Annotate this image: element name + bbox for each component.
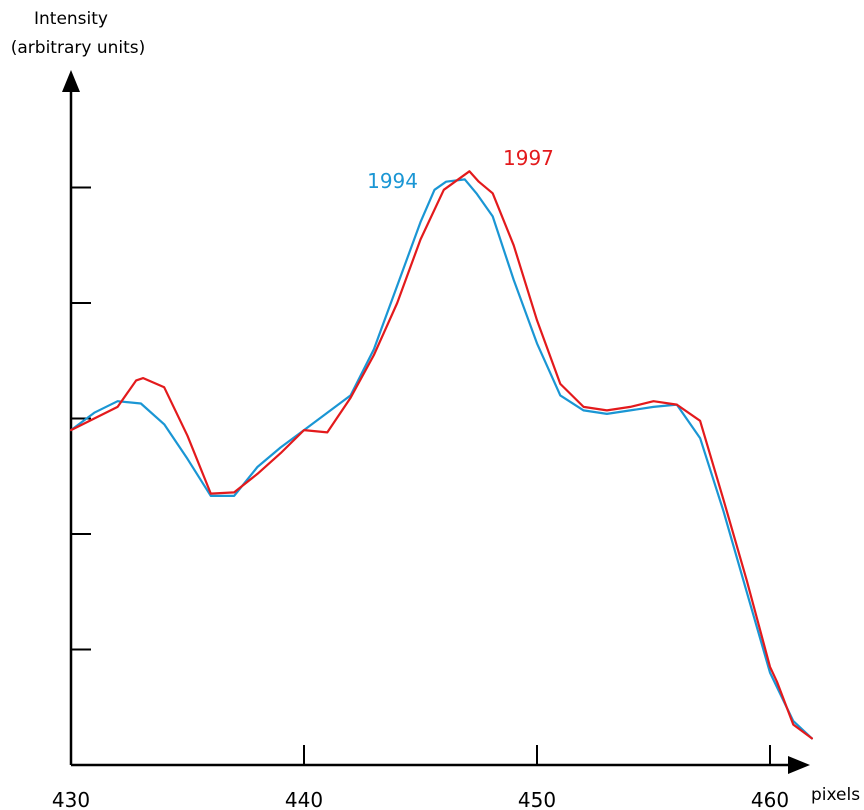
- series-label-1994: 1994: [367, 169, 418, 193]
- x-tick-label-440: 440: [285, 788, 323, 810]
- y-axis-label-line1: Intensity: [34, 9, 108, 29]
- x-axis-arrow: [788, 756, 810, 774]
- y-axis-arrow: [62, 70, 80, 92]
- x-tick-label-430: 430: [52, 788, 90, 810]
- x-axis-label: pixels: [811, 785, 860, 805]
- series-line-1994: [69, 178, 814, 740]
- series-label-1997: 1997: [503, 146, 554, 170]
- x-tick-label-450: 450: [518, 788, 556, 810]
- y-axis-label-line2: (arbitrary units): [11, 38, 146, 58]
- x-tick-label-460: 460: [751, 788, 789, 810]
- series-line-1997: [69, 170, 814, 740]
